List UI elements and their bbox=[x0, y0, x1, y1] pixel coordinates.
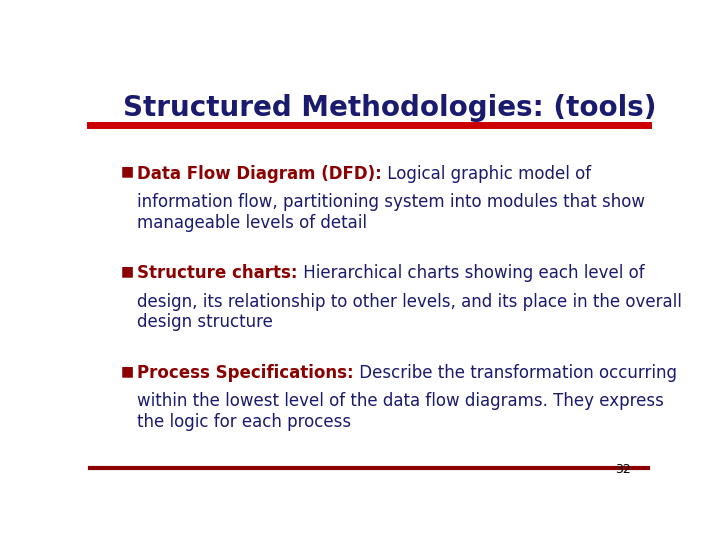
Text: ■: ■ bbox=[121, 265, 134, 279]
Text: ■: ■ bbox=[121, 165, 134, 179]
Text: within the lowest level of the data flow diagrams. They express
the logic for ea: within the lowest level of the data flow… bbox=[138, 393, 665, 431]
Text: Hierarchical charts showing each level of: Hierarchical charts showing each level o… bbox=[298, 265, 644, 282]
Text: Structure charts:: Structure charts: bbox=[138, 265, 298, 282]
Text: Process Specifications:: Process Specifications: bbox=[138, 364, 354, 382]
Text: information flow, partitioning system into modules that show
manageable levels o: information flow, partitioning system in… bbox=[138, 193, 645, 232]
Text: Describe the transformation occurring: Describe the transformation occurring bbox=[354, 364, 677, 382]
Text: 32: 32 bbox=[616, 463, 631, 476]
Text: design, its relationship to other levels, and its place in the overall
design st: design, its relationship to other levels… bbox=[138, 293, 683, 332]
Text: Data Flow Diagram (DFD):: Data Flow Diagram (DFD): bbox=[138, 165, 382, 183]
Text: Structured Methodologies: (tools): Structured Methodologies: (tools) bbox=[124, 94, 657, 122]
Text: ■: ■ bbox=[121, 364, 134, 378]
Text: Logical graphic model of: Logical graphic model of bbox=[382, 165, 591, 183]
